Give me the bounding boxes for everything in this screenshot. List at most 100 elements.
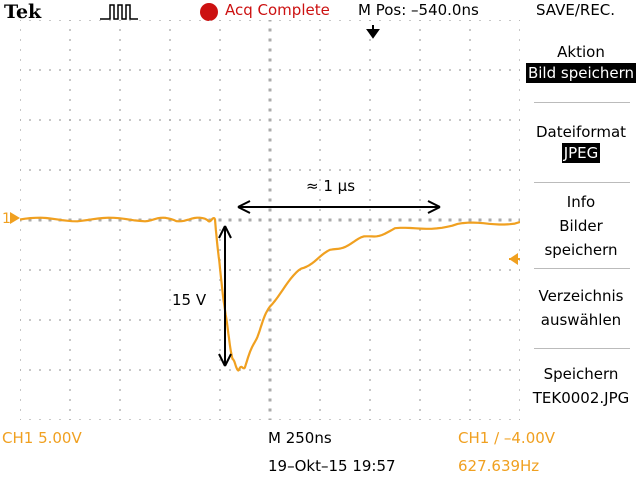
- grid-dot: [159, 269, 161, 271]
- grid-dot: [419, 229, 421, 231]
- grid-dot: [369, 39, 371, 41]
- grid-dot: [499, 119, 501, 121]
- grid-dot: [469, 409, 471, 411]
- grid-dot: [268, 308, 272, 312]
- grid-dot: [319, 59, 321, 61]
- grid-dot: [169, 20, 171, 21]
- grid-dot: [509, 419, 511, 420]
- grid-dot: [398, 218, 402, 222]
- grid-dot: [159, 119, 161, 121]
- grid-dot: [309, 369, 311, 371]
- grid-dot: [469, 189, 471, 191]
- grid-dot: [339, 369, 341, 371]
- grid-dot: [409, 69, 411, 71]
- grid-dot: [268, 388, 272, 392]
- menu-info-bilder-speichern[interactable]: Info Bilder speichern: [522, 190, 640, 262]
- grid-dot: [20, 79, 21, 81]
- grid-dot: [219, 209, 221, 211]
- grid-dot: [219, 309, 221, 311]
- grid-dot: [169, 59, 171, 61]
- grid-dot: [519, 20, 520, 21]
- grid-dot: [319, 49, 321, 51]
- grid-dot: [20, 99, 21, 101]
- grid-dot: [249, 369, 251, 371]
- grid-dot: [399, 69, 401, 71]
- grid-dot: [109, 69, 111, 71]
- grid-dot: [419, 59, 421, 61]
- grid-dot: [489, 119, 491, 121]
- grid-dot: [379, 20, 381, 21]
- grid-dot: [469, 139, 471, 141]
- grid-dot: [409, 419, 411, 420]
- grid-dot: [519, 419, 520, 420]
- grid-dot: [449, 319, 451, 321]
- grid-dot: [289, 119, 291, 121]
- grid-dot: [338, 218, 342, 222]
- grid-dot: [319, 89, 321, 91]
- grid-dot: [419, 319, 421, 321]
- acquisition-status: Acq Complete: [225, 1, 330, 19]
- grid-dot: [209, 69, 211, 71]
- grid-dot: [268, 78, 272, 82]
- grid-dot: [469, 149, 471, 151]
- grid-dot: [20, 289, 21, 291]
- grid-dot: [49, 419, 51, 420]
- grid-dot: [419, 279, 421, 281]
- grid-dot: [109, 319, 111, 321]
- grid-dot: [419, 79, 421, 81]
- grid-dot: [509, 169, 511, 171]
- grid-dot: [119, 249, 121, 251]
- grid-dot: [519, 329, 520, 331]
- grid-dot: [219, 339, 221, 341]
- grid-dot: [29, 319, 31, 321]
- grid-dot: [519, 149, 520, 151]
- grid-dot: [409, 169, 411, 171]
- grid-dot: [329, 269, 331, 271]
- grid-dot: [99, 369, 101, 371]
- grid-dot: [219, 159, 221, 161]
- grid-dot: [419, 329, 421, 331]
- grid-dot: [129, 419, 131, 420]
- menu-dateiformat[interactable]: Dateiformat JPEG: [522, 122, 640, 163]
- grid-dot: [119, 29, 121, 31]
- menu-speichern[interactable]: Speichern TEK0002.JPG: [522, 362, 640, 410]
- grid-dot: [20, 239, 21, 241]
- grid-dot: [519, 49, 520, 51]
- grid-dot: [419, 409, 421, 411]
- grid-dot: [279, 20, 281, 21]
- grid-dot: [418, 218, 422, 222]
- grid-dot: [69, 20, 71, 21]
- grid-dot: [219, 389, 221, 391]
- grid-dot: [69, 309, 71, 311]
- grid-dot: [119, 79, 121, 81]
- grid-dot: [149, 419, 151, 420]
- grid-dot: [439, 419, 441, 420]
- menu-verzeichnis-auswaehlen[interactable]: Verzeichnis auswählen: [522, 284, 640, 332]
- grid-dot: [469, 79, 471, 81]
- grid-dot: [119, 109, 121, 111]
- grid-dot: [459, 269, 461, 271]
- grid-dot: [399, 20, 401, 21]
- grid-dot: [119, 309, 121, 311]
- grid-dot: [49, 169, 51, 171]
- grid-dot: [419, 199, 421, 201]
- grid-dot: [369, 89, 371, 91]
- grid-dot: [369, 329, 371, 331]
- grid-dot: [119, 359, 121, 361]
- menu-info-label: Info Bilder speichern: [544, 193, 618, 259]
- grid-dot: [419, 149, 421, 151]
- grid-dot: [20, 179, 21, 181]
- grid-dot: [439, 369, 441, 371]
- grid-dot: [369, 239, 371, 241]
- grid-dot: [259, 419, 261, 420]
- grid-dot: [268, 268, 272, 272]
- grid-dot: [109, 119, 111, 121]
- grid-dot: [29, 419, 31, 420]
- grid-dot: [59, 119, 61, 121]
- menu-dateiformat-value: JPEG: [561, 143, 601, 163]
- grid-dot: [319, 339, 321, 341]
- grid-dot: [249, 20, 251, 21]
- menu-aktion[interactable]: Aktion Bild speichern: [522, 42, 640, 83]
- grid-dot: [20, 309, 21, 311]
- grid-dot: [329, 169, 331, 171]
